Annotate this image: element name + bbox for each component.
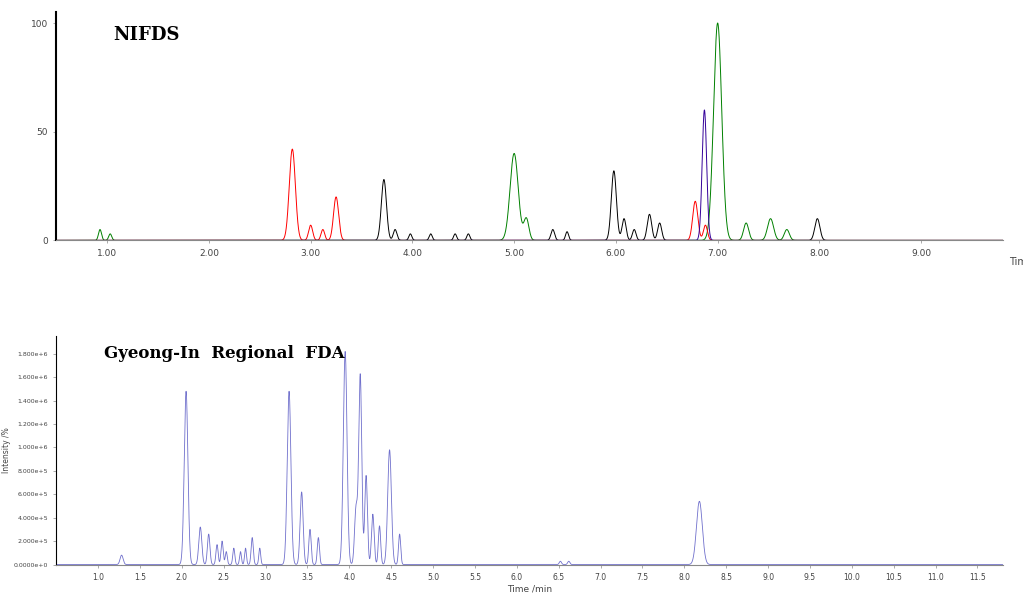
Y-axis label: Intensity /%: Intensity /% (2, 427, 11, 473)
X-axis label: Time /min: Time /min (506, 585, 552, 594)
Text: Time: Time (1010, 257, 1023, 267)
Text: NIFDS: NIFDS (113, 26, 180, 44)
Text: Gyeong-In  Regional  FDA: Gyeong-In Regional FDA (103, 345, 344, 362)
